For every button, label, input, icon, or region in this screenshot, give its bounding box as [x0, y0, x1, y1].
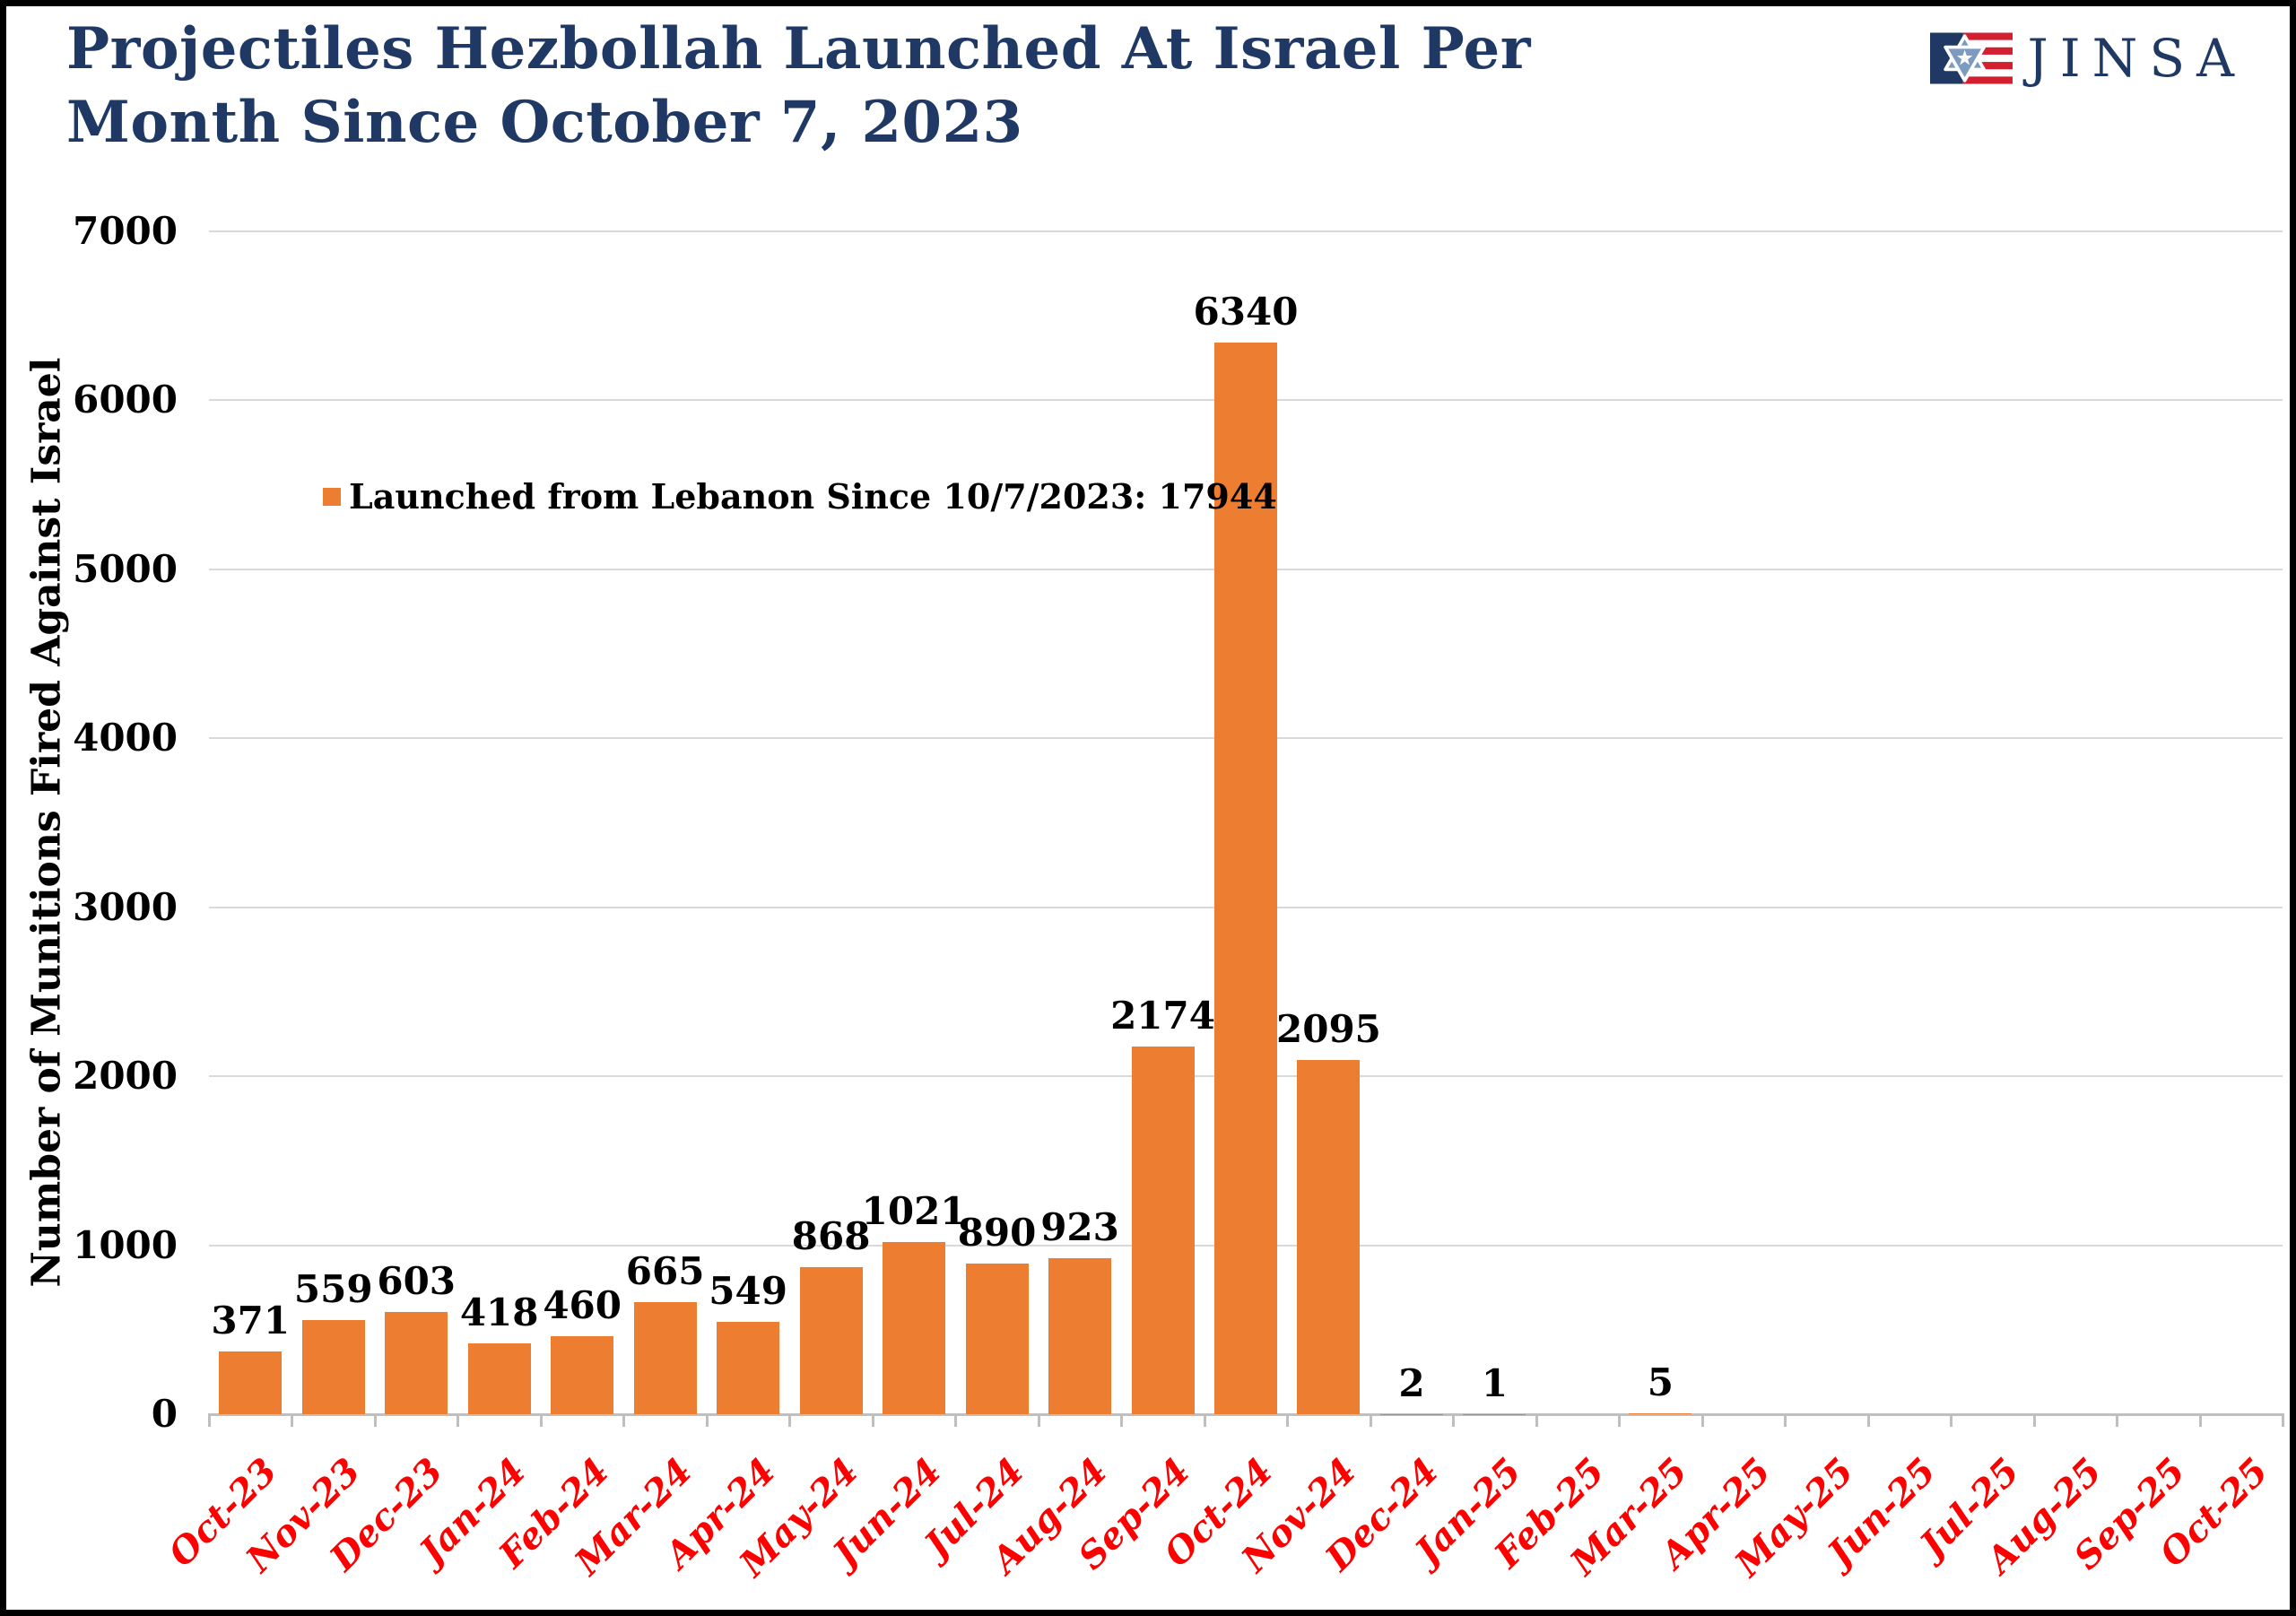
chart-title: Projectiles Hezbollah Launched At Israel…	[66, 13, 1591, 160]
x-axis-tickmark	[1203, 1413, 1206, 1427]
x-axis-tickmark	[622, 1413, 626, 1427]
data-label-Dec-23: 603	[377, 1259, 457, 1304]
x-axis-tickmark	[208, 1413, 211, 1427]
x-axis-tickmark	[2282, 1413, 2284, 1427]
x-axis-line	[209, 1413, 2283, 1416]
y-tick-label-3000: 3000	[73, 884, 178, 929]
legend-marker-swatch	[323, 488, 341, 506]
bar-Jun-24	[883, 1241, 946, 1414]
y-tick-label-4000: 4000	[73, 716, 178, 760]
y-tick-label-2000: 2000	[73, 1054, 178, 1099]
x-axis-tickmark	[1618, 1413, 1622, 1427]
data-label-Oct-24: 6340	[1193, 290, 1299, 334]
data-label-Jan-24: 418	[459, 1290, 539, 1335]
data-label-Mar-24: 665	[625, 1248, 705, 1293]
bar-Nov-23	[301, 1319, 365, 1414]
chart-title-line1: Projectiles Hezbollah Launched At Israel…	[66, 15, 1531, 83]
jinsa-logo: JINSA	[1930, 32, 2246, 84]
bar-May-24	[799, 1267, 863, 1414]
bar-Jul-24	[965, 1264, 1029, 1414]
data-label-Sep-24: 2174	[1110, 994, 1215, 1038]
bar-Oct-24	[1214, 343, 1277, 1414]
x-axis-tickmark	[788, 1413, 792, 1427]
x-axis-tickmark	[1950, 1413, 1953, 1427]
x-axis-tickmark	[291, 1413, 294, 1427]
legend: Launched from Lebanon Since 10/7/2023: 1…	[323, 479, 1277, 515]
x-axis-tickmark	[1700, 1413, 1704, 1427]
jinsa-logo-text: JINSA	[2027, 28, 2246, 89]
bar-Sep-24	[1131, 1047, 1195, 1414]
legend-label: Launched from Lebanon Since 10/7/2023: 1…	[349, 476, 1277, 517]
x-axis-tickmark	[373, 1413, 377, 1427]
y-tick-label-5000: 5000	[73, 546, 178, 591]
data-label-Nov-24: 2095	[1276, 1007, 1381, 1052]
x-axis-tickmark	[1784, 1413, 1787, 1427]
x-axis-tickmark	[1286, 1413, 1290, 1427]
bar-Feb-24	[551, 1336, 614, 1414]
chart-title-line2: Month Since October 7, 2023	[66, 89, 1023, 156]
data-label-Feb-24: 460	[543, 1283, 622, 1328]
y-tick-label-1000: 1000	[73, 1222, 178, 1267]
x-axis-tickmark	[2198, 1413, 2202, 1427]
data-label-Aug-24: 923	[1040, 1205, 1119, 1250]
y-tick-label-0: 0	[151, 1392, 178, 1436]
bar-Apr-24	[717, 1321, 780, 1414]
x-axis-tickmark	[954, 1413, 958, 1427]
x-axis-tickmark	[1452, 1413, 1456, 1427]
data-label-Jul-24: 890	[957, 1211, 1037, 1255]
x-axis-tickmark	[2116, 1413, 2119, 1427]
data-label-Mar-25: 5	[1647, 1360, 1674, 1405]
bar-Aug-24	[1048, 1258, 1112, 1414]
x-axis-tickmark	[2032, 1413, 2036, 1427]
y-tick-label-7000: 7000	[73, 209, 178, 253]
data-label-Jun-24: 1021	[861, 1188, 967, 1233]
bar-Mar-24	[633, 1301, 697, 1414]
x-axis-tickmark	[457, 1413, 460, 1427]
bar-Nov-24	[1297, 1060, 1361, 1414]
x-axis-tickmark	[1535, 1413, 1538, 1427]
bar-Mar-25	[1629, 1413, 1692, 1414]
data-label-Oct-23: 371	[211, 1299, 291, 1343]
y-tick-label-6000: 6000	[73, 378, 178, 422]
x-axis-tickmark	[1120, 1413, 1124, 1427]
x-axis-tickmark	[1369, 1413, 1372, 1427]
x-axis-tickmark	[1866, 1413, 1870, 1427]
bar-Oct-23	[219, 1351, 283, 1414]
data-label-Nov-23: 559	[293, 1266, 373, 1311]
bar-Jan-24	[467, 1343, 531, 1414]
x-axis-tickmark	[539, 1413, 543, 1427]
x-axis-tickmark	[705, 1413, 709, 1427]
data-label-Dec-24: 2	[1398, 1360, 1425, 1405]
jinsa-flag-icon	[1930, 32, 2013, 84]
data-label-May-24: 868	[791, 1214, 871, 1259]
x-axis-tickmark	[871, 1413, 874, 1427]
bar-Dec-23	[385, 1312, 448, 1414]
data-label-Apr-24: 549	[709, 1268, 787, 1313]
x-axis-tickmark	[1037, 1413, 1040, 1427]
data-label-Jan-25: 1	[1481, 1360, 1509, 1405]
gridline-7000	[209, 230, 2283, 232]
